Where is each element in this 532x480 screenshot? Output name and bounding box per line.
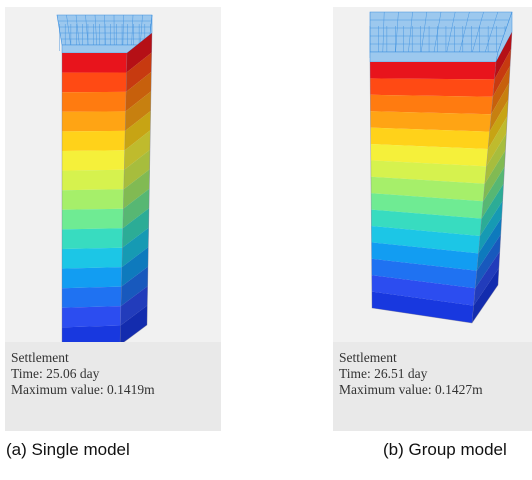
single-model-side-band-3: [125, 71, 152, 112]
single-model-outline: [61, 32, 153, 342]
single-model-side-band-15: [120, 305, 148, 342]
group-model-maximum-value: Maximum value: 0.1427m: [339, 382, 483, 397]
single-model-front-band-3: [62, 91, 127, 112]
group-model-front-band-2: [370, 78, 495, 97]
group-model-front-band-11: [371, 226, 480, 254]
single-model-front-band-2: [62, 72, 127, 93]
single-model-side-band-12: [121, 247, 149, 287]
single-model-side-band-14: [120, 286, 148, 326]
single-model-maximum-value: Maximum value: 0.1419m: [11, 382, 155, 397]
group-model-info-box: Settlement Time: 26.51 day Maximum value…: [333, 342, 532, 431]
single-model-side-band-2: [126, 52, 152, 92]
group-model-side-band-8: [483, 150, 506, 202]
single-model-side-band-1: [126, 33, 152, 73]
group-model-front-band-8: [370, 176, 485, 202]
single-model-side-band-13: [120, 266, 148, 307]
single-model-settlement-plot: [56, 14, 153, 342]
single-model-side-band-11: [121, 227, 149, 268]
group-model-side-band-6: [486, 116, 508, 167]
group-model-front-band-6: [370, 144, 488, 167]
single-model-panel: Settlement Time: 25.06 day Maximum value…: [5, 7, 221, 431]
single-model-side-band-4: [125, 91, 151, 131]
group-model-front-band-10: [371, 209, 482, 236]
group-model-front-band-1: [370, 62, 496, 80]
single-model-front-band-13: [62, 286, 122, 308]
single-model-front-band-12: [62, 267, 122, 289]
single-model-side-band-7: [123, 149, 150, 190]
group-model-front-band-7: [370, 160, 487, 184]
single-model-front-band-11: [62, 247, 123, 269]
group-model-side-band-7: [484, 133, 507, 184]
single-model-front-band-6: [62, 150, 125, 171]
single-model-side-band-9: [122, 188, 150, 229]
group-model-side-band-3: [491, 65, 511, 115]
group-model-side-band-9: [481, 166, 505, 219]
single-model-side-band-6: [124, 130, 151, 170]
group-model-front-band-12: [371, 242, 479, 271]
single-model-front-band-5: [62, 130, 126, 151]
group-model-cap-front: [369, 51, 499, 63]
single-model-front-band-1: [62, 53, 127, 73]
single-model-front-band-8: [62, 189, 124, 210]
group-model-side-band-13: [475, 234, 501, 289]
single-model-time: Time: 25.06 day: [11, 366, 100, 381]
group-model-side-band-1: [494, 32, 512, 80]
group-model-front-edge: [471, 61, 497, 324]
group-model-panel: Settlement Time: 26.51 day Maximum value…: [333, 7, 532, 431]
group-model-front-band-14: [371, 275, 476, 306]
single-model-front-band-4: [62, 111, 126, 132]
group-model-front-band-4: [370, 111, 492, 132]
group-model-top-cap: [369, 11, 513, 53]
group-model-settlement-plot: [369, 11, 513, 324]
single-model-front-band-10: [62, 228, 123, 249]
single-model-front-band-9: [62, 208, 124, 230]
caption-single-model: (a) Single model: [6, 440, 130, 459]
single-model-result-title: Settlement: [11, 350, 69, 365]
group-model-side-band-14: [473, 251, 500, 306]
single-model-front-edge: [119, 52, 128, 342]
group-model-front-band-15: [371, 291, 474, 323]
single-model-front-band-7: [62, 169, 125, 191]
group-model-result-title: Settlement: [339, 350, 397, 365]
group-model-side-band-12: [476, 217, 502, 271]
single-model-info-box: Settlement Time: 25.06 day Maximum value…: [5, 342, 221, 431]
single-model-side-band-5: [124, 110, 151, 151]
single-model-side-band-8: [123, 169, 150, 209]
group-model-front-band-13: [371, 258, 477, 289]
group-model-side-band-5: [488, 99, 509, 149]
group-model-front-band-3: [370, 94, 493, 115]
group-model-side-band-2: [492, 48, 512, 97]
single-model-front-band-14: [62, 306, 121, 328]
group-model-side-band-11: [478, 200, 503, 254]
single-model-front-band-15: [62, 325, 121, 342]
group-model-front-band-9: [371, 193, 484, 219]
group-model-front-band-5: [370, 127, 490, 149]
group-model-time: Time: 26.51 day: [339, 366, 428, 381]
caption-group-model: (b) Group model: [383, 440, 507, 459]
group-model-side-band-10: [480, 183, 504, 236]
group-model-side-band-4: [489, 82, 510, 132]
group-model-side-band-15: [472, 268, 499, 323]
single-model-side-band-10: [122, 208, 149, 248]
